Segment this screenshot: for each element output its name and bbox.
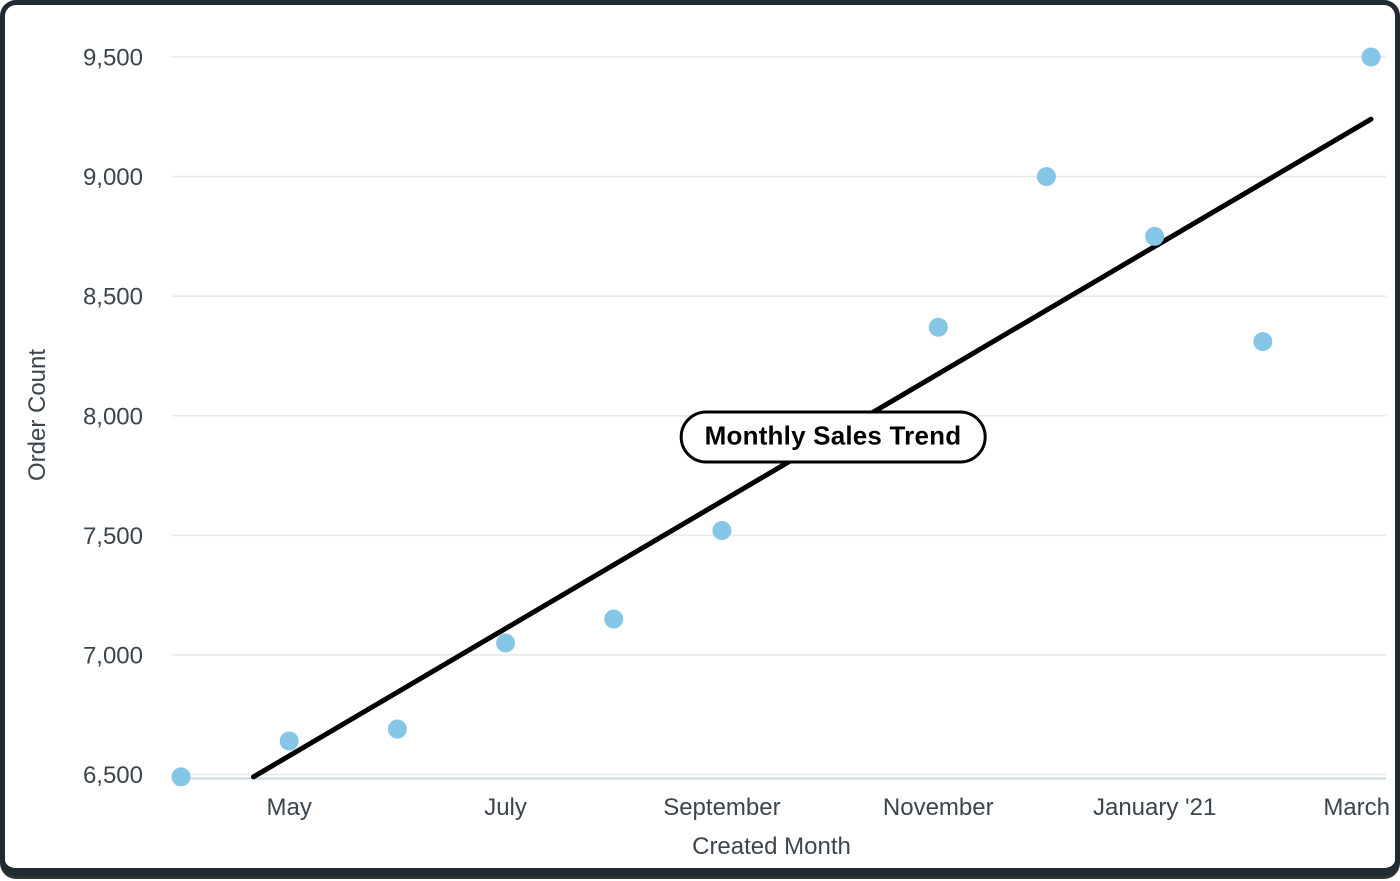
y-tick-label: 9,500: [83, 45, 143, 72]
x-axis-title: Created Month: [692, 833, 851, 860]
data-point[interactable]: [928, 317, 948, 337]
data-point[interactable]: [279, 731, 299, 751]
data-point[interactable]: [171, 767, 191, 787]
y-tick-label: 8,000: [83, 403, 143, 430]
y-tick-label: 6,500: [83, 762, 143, 789]
data-point[interactable]: [712, 521, 732, 541]
y-tick-label: 7,500: [83, 523, 143, 550]
y-tick-label: 7,000: [83, 642, 143, 669]
chart-title: Monthly Sales Trend: [704, 420, 962, 451]
data-point[interactable]: [1145, 226, 1165, 246]
x-tick-label: May: [267, 794, 312, 821]
data-point[interactable]: [1361, 47, 1381, 67]
x-tick-label: September: [663, 794, 780, 821]
data-point[interactable]: [387, 719, 407, 739]
data-point[interactable]: [1036, 167, 1056, 187]
y-tick-label: 8,500: [83, 284, 143, 311]
x-tick-label: March: [1323, 794, 1390, 821]
y-tick-label: 9,000: [83, 164, 143, 191]
x-tick-label: July: [484, 794, 527, 821]
x-tick-label: November: [883, 794, 994, 821]
data-point[interactable]: [496, 633, 516, 653]
x-tick-label: January '21: [1093, 794, 1216, 821]
data-point[interactable]: [604, 609, 624, 629]
data-point[interactable]: [1253, 332, 1273, 352]
y-axis-title: Order Count: [24, 349, 51, 481]
chart-title-badge: Monthly Sales Trend: [679, 410, 987, 464]
